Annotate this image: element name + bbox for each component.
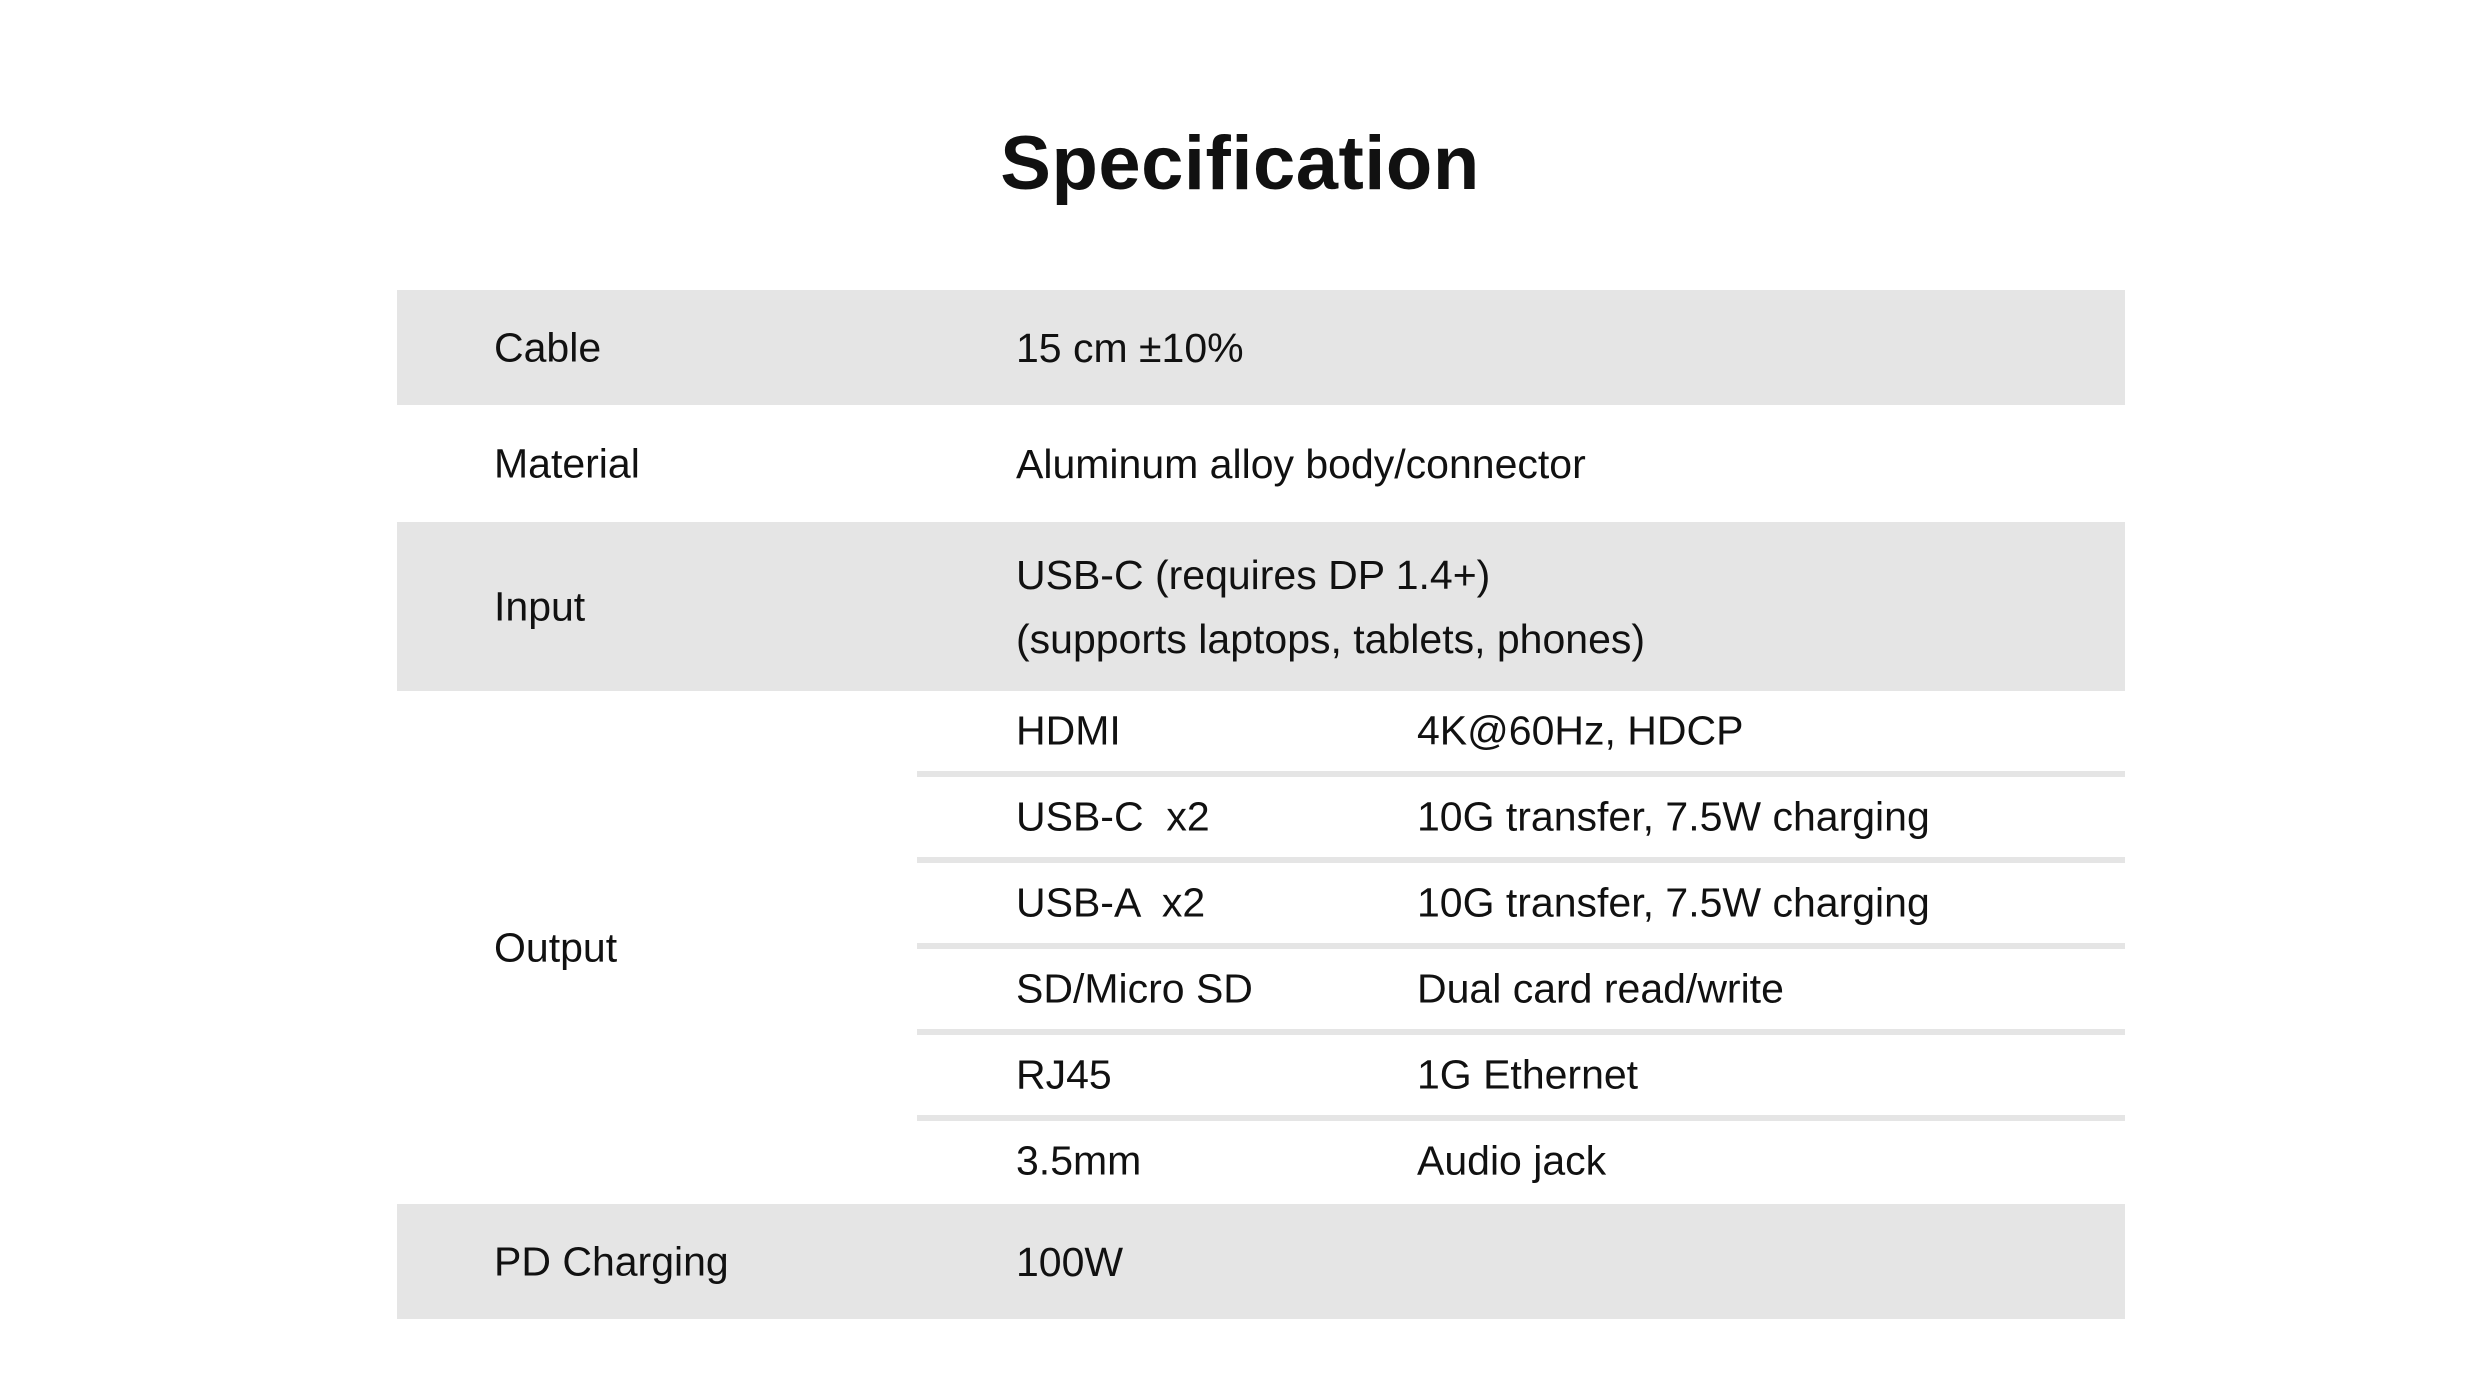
spec-table: Cable 15 cm ±10% Material Aluminum alloy… [397,290,2125,1319]
output-item: USB-A x2 10G transfer, 7.5W charging [917,863,2125,949]
port-name: SD/Micro SD [1016,965,1253,1012]
spec-row-output: Output HDMI 4K@60Hz, HDCP USB-C x2 10G tra… [397,691,2125,1204]
port-spec: 10G transfer, 7.5W charging [1417,879,1930,926]
page-title: Specification [1000,121,1480,206]
spec-value-line: USB-C (requires DP 1.4+) [1016,551,1491,598]
port-name: RJ45 [1016,1051,1112,1098]
port-spec: 4K@60Hz, HDCP [1417,707,1744,754]
spec-value: Aluminum alloy body/connector [1016,440,1586,487]
spec-value: USB-C (requires DP 1.4+) (supports lapto… [1016,543,1645,671]
output-item: 3.5mm Audio jack [917,1121,2125,1201]
port-spec: 10G transfer, 7.5W charging [1417,793,1930,840]
spec-row-cable: Cable 15 cm ±10% [397,290,2125,405]
spec-label: Material [494,440,640,486]
spec-row-pd-charging: PD Charging 100W [397,1204,2125,1319]
spec-label: Input [494,583,586,629]
spec-value-line: (supports laptops, tablets, phones) [1016,615,1646,662]
port-name: 3.5mm [1016,1137,1142,1184]
output-item: USB-C x2 10G transfer, 7.5W charging [917,777,2125,863]
output-item: HDMI 4K@60Hz, HDCP [917,691,2125,777]
spec-row-input: Input USB-C (requires DP 1.4+) (supports… [397,522,2125,691]
port-spec: 1G Ethernet [1417,1051,1639,1098]
port-spec: Dual card read/write [1417,965,1784,1012]
spec-value: 15 cm ±10% [1016,324,1244,371]
output-subtable: HDMI 4K@60Hz, HDCP USB-C x2 10G transfer, … [917,691,2125,1201]
spec-label: Cable [494,324,602,370]
output-item: SD/Micro SD Dual card read/write [917,949,2125,1035]
port-name: HDMI [1016,707,1121,754]
output-item: RJ45 1G Ethernet [917,1035,2125,1121]
spec-value: 100W [1016,1238,1124,1285]
port-name: USB-C x2 [1016,793,1210,840]
port-name: USB-A x2 [1016,879,1206,926]
spec-row-material: Material Aluminum alloy body/connector [397,405,2125,522]
spec-label: Output [494,924,618,970]
spec-label: PD Charging [494,1238,729,1284]
port-spec: Audio jack [1417,1137,1607,1184]
